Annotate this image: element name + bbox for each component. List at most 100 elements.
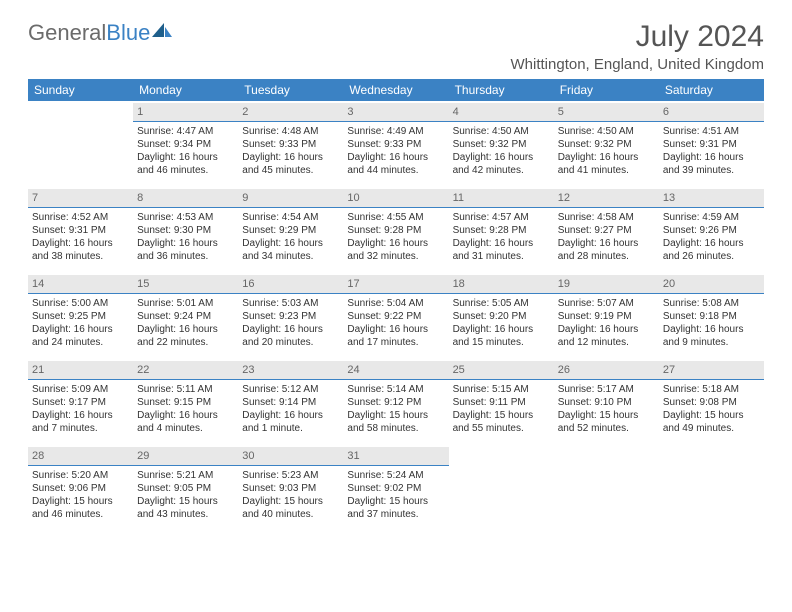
sunrise-text: Sunrise: 5:12 AM (242, 383, 339, 396)
day-number: 3 (343, 103, 448, 122)
logo-text-blue: Blue (106, 20, 150, 45)
sunset-text: Sunset: 9:31 PM (663, 138, 760, 151)
sunrise-text: Sunrise: 5:21 AM (137, 469, 234, 482)
sunset-text: Sunset: 9:27 PM (558, 224, 655, 237)
day-number: 31 (343, 447, 448, 466)
daylight-text: Daylight: 16 hours and 12 minutes. (558, 323, 655, 349)
page-header: GeneralBlue July 2024 Whittington, Engla… (28, 20, 764, 73)
month-title: July 2024 (511, 20, 764, 54)
sail-icon (150, 21, 174, 39)
day-number: 8 (133, 189, 238, 208)
daylight-text: Daylight: 15 hours and 37 minutes. (347, 495, 444, 521)
calendar-cell: 9Sunrise: 4:54 AMSunset: 9:29 PMDaylight… (238, 187, 343, 273)
calendar-cell: 13Sunrise: 4:59 AMSunset: 9:26 PMDayligh… (659, 187, 764, 273)
sunrise-text: Sunrise: 4:50 AM (453, 125, 550, 138)
calendar-table: SundayMondayTuesdayWednesdayThursdayFrid… (28, 79, 764, 531)
calendar-cell: 12Sunrise: 4:58 AMSunset: 9:27 PMDayligh… (554, 187, 659, 273)
sunrise-text: Sunrise: 5:03 AM (242, 297, 339, 310)
sunset-text: Sunset: 9:15 PM (137, 396, 234, 409)
day-number: 20 (659, 275, 764, 294)
day-number: 23 (238, 361, 343, 380)
sunrise-text: Sunrise: 5:17 AM (558, 383, 655, 396)
sunrise-text: Sunrise: 5:05 AM (453, 297, 550, 310)
sunrise-text: Sunrise: 5:08 AM (663, 297, 760, 310)
sunrise-text: Sunrise: 5:09 AM (32, 383, 129, 396)
sunrise-text: Sunrise: 4:59 AM (663, 211, 760, 224)
day-number: 16 (238, 275, 343, 294)
day-number: 28 (28, 447, 133, 466)
calendar-cell: 4Sunrise: 4:50 AMSunset: 9:32 PMDaylight… (449, 101, 554, 187)
sunset-text: Sunset: 9:05 PM (137, 482, 234, 495)
daylight-text: Daylight: 15 hours and 43 minutes. (137, 495, 234, 521)
day-number: 21 (28, 361, 133, 380)
sunset-text: Sunset: 9:26 PM (663, 224, 760, 237)
daylight-text: Daylight: 15 hours and 58 minutes. (347, 409, 444, 435)
sunrise-text: Sunrise: 5:24 AM (347, 469, 444, 482)
sunrise-text: Sunrise: 5:18 AM (663, 383, 760, 396)
sunset-text: Sunset: 9:19 PM (558, 310, 655, 323)
daylight-text: Daylight: 16 hours and 20 minutes. (242, 323, 339, 349)
calendar-week: 7Sunrise: 4:52 AMSunset: 9:31 PMDaylight… (28, 187, 764, 273)
calendar-cell: 28Sunrise: 5:20 AMSunset: 9:06 PMDayligh… (28, 445, 133, 531)
sunrise-text: Sunrise: 4:58 AM (558, 211, 655, 224)
sunrise-text: Sunrise: 5:01 AM (137, 297, 234, 310)
calendar-week: 21Sunrise: 5:09 AMSunset: 9:17 PMDayligh… (28, 359, 764, 445)
calendar-cell: 31 Sunrise: 5:24 AMSunset: 9:02 PMDayligh… (343, 445, 448, 531)
daylight-text: Daylight: 15 hours and 49 minutes. (663, 409, 760, 435)
daylight-text: Daylight: 15 hours and 55 minutes. (453, 409, 550, 435)
sunrise-text: Sunrise: 5:23 AM (242, 469, 339, 482)
title-block: July 2024 Whittington, England, United K… (511, 20, 764, 73)
daylight-text: Daylight: 16 hours and 41 minutes. (558, 151, 655, 177)
daylight-text: Daylight: 16 hours and 42 minutes. (453, 151, 550, 177)
sunset-text: Sunset: 9:31 PM (32, 224, 129, 237)
day-number: 9 (238, 189, 343, 208)
calendar-cell: 20Sunrise: 5:08 AMSunset: 9:18 PMDayligh… (659, 273, 764, 359)
calendar-cell (449, 445, 554, 531)
calendar-header-row: SundayMondayTuesdayWednesdayThursdayFrid… (28, 79, 764, 101)
sunset-text: Sunset: 9:30 PM (137, 224, 234, 237)
calendar-cell (659, 445, 764, 531)
calendar-cell: 15Sunrise: 5:01 AMSunset: 9:24 PMDayligh… (133, 273, 238, 359)
sunset-text: Sunset: 9:22 PM (347, 310, 444, 323)
sunset-text: Sunset: 9:32 PM (558, 138, 655, 151)
sunset-text: Sunset: 9:29 PM (242, 224, 339, 237)
day-number: 19 (554, 275, 659, 294)
calendar-cell: 26Sunrise: 5:17 AMSunset: 9:10 PMDayligh… (554, 359, 659, 445)
calendar-body: 1Sunrise: 4:47 AMSunset: 9:34 PMDaylight… (28, 101, 764, 531)
sunrise-text: Sunrise: 5:14 AM (347, 383, 444, 396)
sunset-text: Sunset: 9:10 PM (558, 396, 655, 409)
day-number: 12 (554, 189, 659, 208)
calendar-cell (554, 445, 659, 531)
calendar-cell: 24Sunrise: 5:14 AMSunset: 9:12 PMDayligh… (343, 359, 448, 445)
day-number: 5 (554, 103, 659, 122)
calendar-cell: 22Sunrise: 5:11 AMSunset: 9:15 PMDayligh… (133, 359, 238, 445)
daylight-text: Daylight: 16 hours and 31 minutes. (453, 237, 550, 263)
logo-text: GeneralBlue (28, 20, 150, 46)
sunset-text: Sunset: 9:14 PM (242, 396, 339, 409)
daylight-text: Daylight: 16 hours and 44 minutes. (347, 151, 444, 177)
day-number: 26 (554, 361, 659, 380)
daylight-text: Daylight: 16 hours and 38 minutes. (32, 237, 129, 263)
sunset-text: Sunset: 9:34 PM (137, 138, 234, 151)
sunrise-text: Sunrise: 5:15 AM (453, 383, 550, 396)
day-number: 7 (28, 189, 133, 208)
sunset-text: Sunset: 9:32 PM (453, 138, 550, 151)
calendar-cell: 14Sunrise: 5:00 AMSunset: 9:25 PMDayligh… (28, 273, 133, 359)
sunrise-text: Sunrise: 5:00 AM (32, 297, 129, 310)
sunset-text: Sunset: 9:28 PM (347, 224, 444, 237)
sunrise-text: Sunrise: 4:47 AM (137, 125, 234, 138)
day-header: Friday (554, 79, 659, 101)
daylight-text: Daylight: 16 hours and 7 minutes. (32, 409, 129, 435)
calendar-week: 1Sunrise: 4:47 AMSunset: 9:34 PMDaylight… (28, 101, 764, 187)
calendar-cell: 17Sunrise: 5:04 AMSunset: 9:22 PMDayligh… (343, 273, 448, 359)
sunset-text: Sunset: 9:17 PM (32, 396, 129, 409)
daylight-text: Daylight: 16 hours and 34 minutes. (242, 237, 339, 263)
day-number: 25 (449, 361, 554, 380)
day-header: Sunday (28, 79, 133, 101)
location-subtitle: Whittington, England, United Kingdom (511, 56, 764, 73)
daylight-text: Daylight: 15 hours and 46 minutes. (32, 495, 129, 521)
daylight-text: Daylight: 16 hours and 24 minutes. (32, 323, 129, 349)
sunset-text: Sunset: 9:02 PM (347, 482, 444, 495)
calendar-week: 14Sunrise: 5:00 AMSunset: 9:25 PMDayligh… (28, 273, 764, 359)
sunset-text: Sunset: 9:28 PM (453, 224, 550, 237)
